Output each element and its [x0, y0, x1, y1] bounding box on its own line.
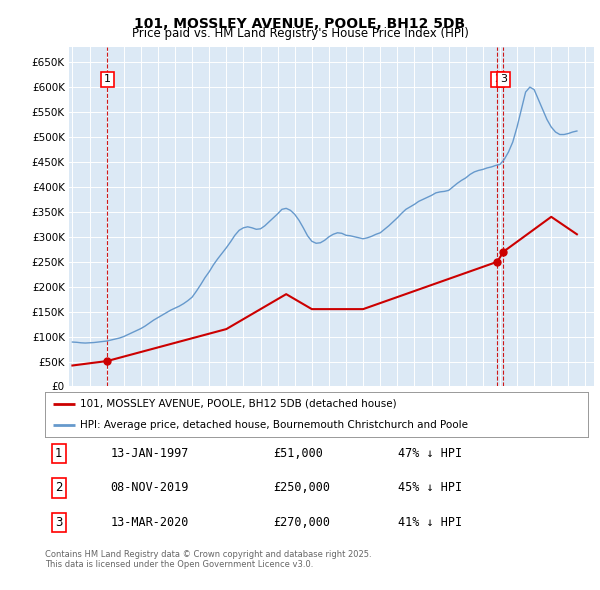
- Text: 2: 2: [55, 481, 62, 494]
- Text: 3: 3: [55, 516, 62, 529]
- Text: 41% ↓ HPI: 41% ↓ HPI: [398, 516, 462, 529]
- Text: 08-NOV-2019: 08-NOV-2019: [110, 481, 188, 494]
- Text: £51,000: £51,000: [273, 447, 323, 460]
- Text: 13-MAR-2020: 13-MAR-2020: [110, 516, 188, 529]
- Text: 1: 1: [55, 447, 62, 460]
- Text: 101, MOSSLEY AVENUE, POOLE, BH12 5DB (detached house): 101, MOSSLEY AVENUE, POOLE, BH12 5DB (de…: [80, 399, 397, 409]
- Text: £270,000: £270,000: [273, 516, 330, 529]
- Text: Contains HM Land Registry data © Crown copyright and database right 2025.
This d: Contains HM Land Registry data © Crown c…: [45, 550, 371, 569]
- Text: Price paid vs. HM Land Registry's House Price Index (HPI): Price paid vs. HM Land Registry's House …: [131, 27, 469, 40]
- Text: 2: 2: [494, 74, 501, 84]
- Text: 45% ↓ HPI: 45% ↓ HPI: [398, 481, 462, 494]
- Text: 101, MOSSLEY AVENUE, POOLE, BH12 5DB: 101, MOSSLEY AVENUE, POOLE, BH12 5DB: [134, 17, 466, 31]
- Text: 13-JAN-1997: 13-JAN-1997: [110, 447, 188, 460]
- Text: 47% ↓ HPI: 47% ↓ HPI: [398, 447, 462, 460]
- Text: 1: 1: [104, 74, 111, 84]
- Text: £250,000: £250,000: [273, 481, 330, 494]
- Text: HPI: Average price, detached house, Bournemouth Christchurch and Poole: HPI: Average price, detached house, Bour…: [80, 420, 468, 430]
- Text: 3: 3: [500, 74, 507, 84]
